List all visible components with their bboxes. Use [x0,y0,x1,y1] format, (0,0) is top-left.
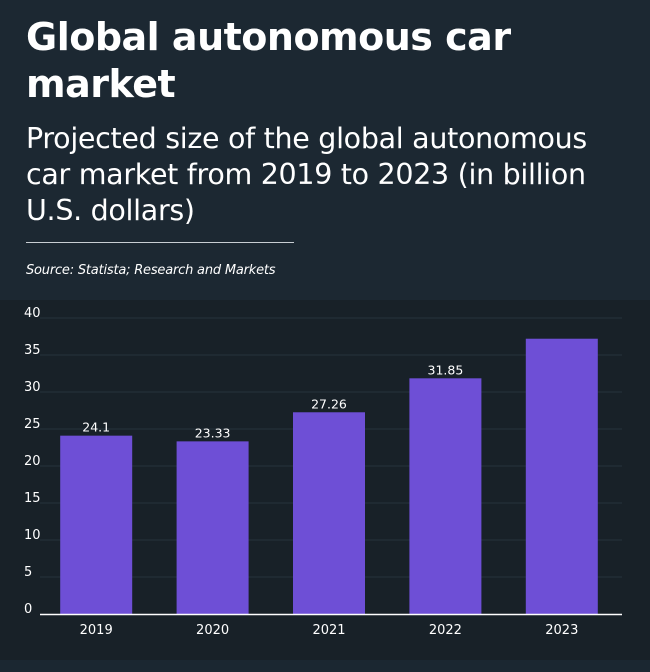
x-tick-label: 2021 [312,623,345,638]
source-note: Source: Statista; Research and Markets [26,263,276,278]
data-label: 23.33 [195,425,231,440]
bottom-strip [0,660,650,672]
bar-chart: 0 5 10 15 20 25 30 35 40 24.1 2019 23.33 2020 27.26 20… [24,306,622,638]
data-label: 24.1 [82,420,110,435]
chart-panel: 0 5 10 15 20 25 30 35 40 24.1 2019 23.33 2020 27.26 20… [0,300,650,660]
y-tick-label: 40 [24,306,41,321]
bar [60,435,133,614]
y-tick-label: 0 [24,602,32,617]
y-tick-label: 15 [24,491,41,506]
x-tick-label: 2023 [545,623,578,638]
y-tick-label: 35 [24,343,41,358]
y-tick-label: 25 [24,417,41,432]
y-tick-label: 5 [24,565,32,580]
chart-header: Global autonomous car market Projected s… [0,0,650,300]
data-label: 27.26 [311,396,347,411]
bar [293,412,365,614]
x-tick-label: 2022 [429,623,462,638]
y-tick-label: 20 [24,454,41,469]
y-tick-label: 10 [24,528,41,543]
chart-title: Global autonomous car market [26,15,511,106]
y-tick-label: 30 [24,380,41,395]
x-tick-label: 2019 [80,623,113,638]
bar [409,378,482,614]
bar [525,338,598,614]
data-label: 31.85 [428,362,464,377]
chart-subtitle: Projected size of the global autonomous … [26,122,587,227]
header-divider [26,242,294,243]
bar [176,441,249,614]
x-tick-label: 2020 [196,623,229,638]
